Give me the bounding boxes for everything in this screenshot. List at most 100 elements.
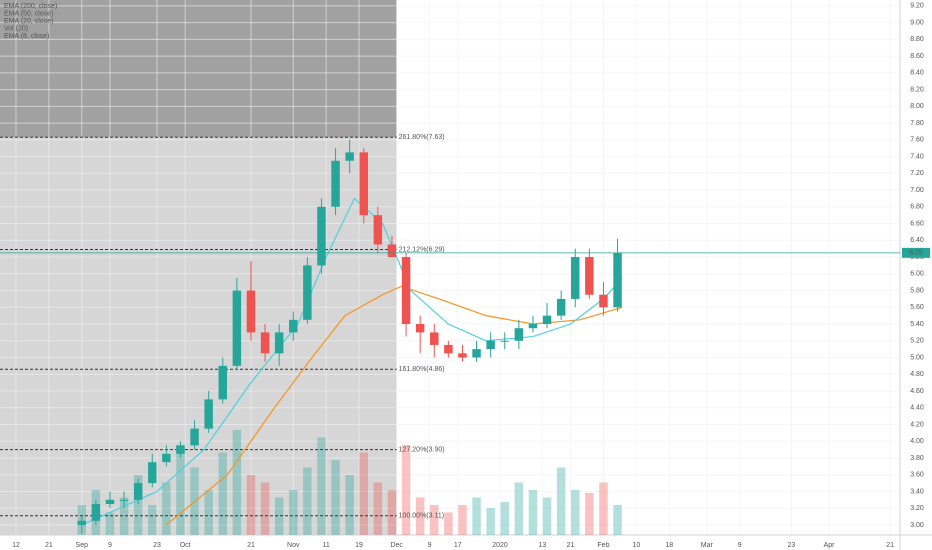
volume-bar <box>317 437 326 535</box>
y-tick-label: 7.40 <box>910 153 924 160</box>
y-tick-label: 8.80 <box>910 36 924 43</box>
candle-body <box>317 206 326 266</box>
y-tick-label: 6.60 <box>910 220 924 227</box>
fib-label: 161.80%(4.86) <box>399 366 445 373</box>
y-tick-label: 3.80 <box>910 455 924 462</box>
y-tick-label: 7.80 <box>910 120 924 127</box>
candle-body <box>260 332 270 354</box>
volume-bar <box>345 475 354 535</box>
candle-body <box>528 324 538 329</box>
volume-bar <box>373 482 383 535</box>
y-tick-label: 3.00 <box>910 522 924 529</box>
volume-bar <box>415 497 425 535</box>
x-tick-label: 21 <box>886 542 894 549</box>
y-tick-label: 8.00 <box>910 103 924 110</box>
y-tick-label: 8.60 <box>910 53 924 60</box>
candle-body <box>331 160 340 207</box>
y-tick-label: 3.40 <box>910 488 924 495</box>
candle-body <box>387 244 397 258</box>
candle-body <box>77 520 87 525</box>
y-tick-label: 6.40 <box>910 237 924 244</box>
y-tick-label: 5.60 <box>910 304 924 311</box>
volume-bar <box>204 490 213 535</box>
volume-bar <box>176 445 185 535</box>
candle-body <box>430 332 439 345</box>
candle-body <box>91 504 101 521</box>
volume-bar <box>556 467 566 535</box>
candle-body <box>246 290 256 333</box>
legend-entry: EMA (8, close) <box>4 33 50 40</box>
candle-body <box>472 349 481 358</box>
volume-bar <box>500 502 509 535</box>
y-tick-label: 4.80 <box>910 371 924 378</box>
y-tick-label: 8.40 <box>910 70 924 77</box>
candle-body <box>556 298 566 316</box>
candle-body <box>613 252 622 308</box>
y-tick-label: 3.20 <box>910 505 924 512</box>
candle-body <box>190 428 199 446</box>
y-tick-label: 8.20 <box>910 86 924 93</box>
candle-body <box>415 324 425 333</box>
y-tick-label: 5.00 <box>910 354 924 361</box>
volume-bar <box>599 482 608 535</box>
candle-body <box>218 365 227 400</box>
volume-bar <box>528 490 538 535</box>
candle-body <box>119 499 129 501</box>
y-tick-label: 7.20 <box>910 170 924 177</box>
fib-label: 212.12%(6.29) <box>399 246 445 253</box>
y-tick-label: 4.60 <box>910 388 924 395</box>
candle-body <box>359 152 368 216</box>
y-tick-label: 5.80 <box>910 287 924 294</box>
x-tick-label: 9 <box>108 542 112 549</box>
x-tick-label: 10 <box>632 542 640 549</box>
candle-body <box>542 315 552 325</box>
x-tick-label: Apr <box>824 542 836 549</box>
volume-bar <box>218 452 227 535</box>
volume-bar <box>542 497 552 535</box>
x-tick-label: 21 <box>247 542 255 549</box>
volume-bar <box>585 493 594 535</box>
ema-line <box>81 197 623 526</box>
y-tick-label: 5.40 <box>910 321 924 328</box>
volume-bar <box>232 430 242 535</box>
volume-bar <box>571 490 580 535</box>
x-tick-label: 9 <box>738 542 742 549</box>
last-price-box <box>902 247 930 258</box>
volume-bar <box>133 475 143 535</box>
candle-body <box>444 344 453 354</box>
candle-body <box>303 265 312 320</box>
candle-body <box>401 257 411 325</box>
y-tick-label: 9.20 <box>910 3 924 10</box>
y-tick-label: 7.60 <box>910 137 924 144</box>
candle-body <box>105 499 115 505</box>
candle-body <box>162 453 171 463</box>
x-tick-label: 23 <box>153 542 161 549</box>
candle-body <box>585 257 594 295</box>
x-tick-label: Nov <box>287 542 300 549</box>
candle-body <box>232 290 242 366</box>
volume-bar <box>119 497 129 535</box>
x-tick-label: 11 <box>323 542 330 549</box>
y-tick-label: 4.20 <box>910 421 924 428</box>
candle-body <box>599 294 608 308</box>
volume-bar <box>444 512 453 535</box>
volume-bar <box>401 445 411 535</box>
ema-line <box>165 285 623 526</box>
volume-bar <box>246 475 256 535</box>
volume-bar <box>514 482 524 535</box>
legend-entry: EMA (200, close) <box>4 3 57 10</box>
x-tick-label: 21 <box>45 542 53 549</box>
candle-body <box>148 462 157 484</box>
candle-body <box>204 399 213 429</box>
y-tick-label: 7.00 <box>910 187 924 194</box>
candle-body <box>486 340 495 350</box>
volume-bar <box>387 490 397 535</box>
fib-label: 261.80%(7.63) <box>399 134 445 141</box>
candle-body <box>571 257 580 299</box>
volume-bar <box>359 452 368 535</box>
volume-bar <box>472 497 481 535</box>
y-tick-label: 4.40 <box>910 405 924 412</box>
volume-bar <box>274 497 284 535</box>
y-tick-label: 5.20 <box>910 338 924 345</box>
volume-bar <box>148 505 157 535</box>
